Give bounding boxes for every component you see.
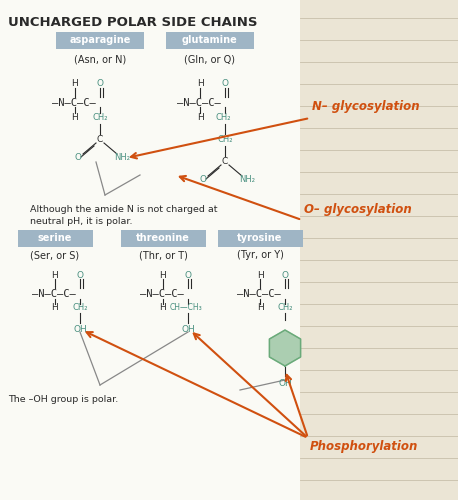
Text: OH: OH (278, 380, 292, 388)
Text: O: O (222, 78, 229, 88)
Text: H: H (160, 304, 166, 312)
Text: H: H (256, 270, 263, 280)
Text: (Thr, or T): (Thr, or T) (139, 250, 187, 260)
Bar (120, 230, 206, 246)
Text: H: H (52, 270, 58, 280)
Text: H: H (196, 114, 203, 122)
Text: OH: OH (181, 324, 195, 334)
Text: CH₂: CH₂ (72, 304, 88, 312)
Text: –N–C–C–: –N–C–C– (177, 98, 221, 108)
Text: serine: serine (38, 233, 72, 243)
Text: –N–C–C–: –N–C–C– (237, 289, 281, 299)
Text: H: H (52, 304, 58, 312)
Text: CH₂: CH₂ (277, 304, 293, 312)
Text: asparagine: asparagine (69, 35, 131, 45)
Text: H: H (71, 78, 78, 88)
Bar (56, 32, 144, 48)
Text: (Tyr, or Y): (Tyr, or Y) (237, 250, 284, 260)
Text: CH₂: CH₂ (217, 136, 233, 144)
Text: H: H (196, 78, 203, 88)
Text: –N–C–C–: –N–C–C– (52, 98, 96, 108)
Text: O: O (282, 270, 289, 280)
Text: C: C (97, 136, 103, 144)
Text: Phosphorylation: Phosphorylation (310, 440, 418, 453)
Text: CH₂: CH₂ (215, 114, 231, 122)
Text: UNCHARGED POLAR SIDE CHAINS: UNCHARGED POLAR SIDE CHAINS (8, 16, 257, 29)
Bar (300, 0, 458, 500)
Text: O: O (75, 154, 82, 162)
Text: CH—CH₃: CH—CH₃ (169, 304, 202, 312)
Text: H: H (256, 304, 263, 312)
Text: O– glycosylation: O– glycosylation (304, 203, 412, 216)
Text: NH₂: NH₂ (114, 154, 130, 162)
Text: OH: OH (73, 324, 87, 334)
Text: O: O (185, 270, 191, 280)
Text: NH₂: NH₂ (239, 176, 255, 184)
Text: (Ser, or S): (Ser, or S) (30, 250, 80, 260)
Text: O: O (97, 78, 104, 88)
Text: CH₂: CH₂ (92, 114, 108, 122)
Bar (166, 32, 254, 48)
Bar (17, 230, 93, 246)
Text: glutamine: glutamine (182, 35, 238, 45)
Text: N– glycosylation: N– glycosylation (312, 100, 420, 113)
Text: Although the amide N is not charged at
neutral pH, it is polar.: Although the amide N is not charged at n… (30, 205, 218, 227)
Text: (Asn, or N): (Asn, or N) (74, 55, 126, 65)
Text: tyrosine: tyrosine (237, 233, 283, 243)
Text: –N–C–C–: –N–C–C– (32, 289, 76, 299)
Text: O: O (200, 176, 207, 184)
Bar (0, 0, 300, 500)
Bar (218, 230, 302, 246)
Text: threonine: threonine (136, 233, 190, 243)
Text: H: H (160, 270, 166, 280)
Text: C: C (222, 158, 228, 166)
Text: –N–C–C–: –N–C–C– (140, 289, 184, 299)
Text: The –OH group is polar.: The –OH group is polar. (8, 395, 118, 404)
Text: (Gln, or Q): (Gln, or Q) (185, 55, 235, 65)
Text: O: O (76, 270, 83, 280)
Polygon shape (269, 330, 300, 366)
Text: H: H (71, 114, 78, 122)
